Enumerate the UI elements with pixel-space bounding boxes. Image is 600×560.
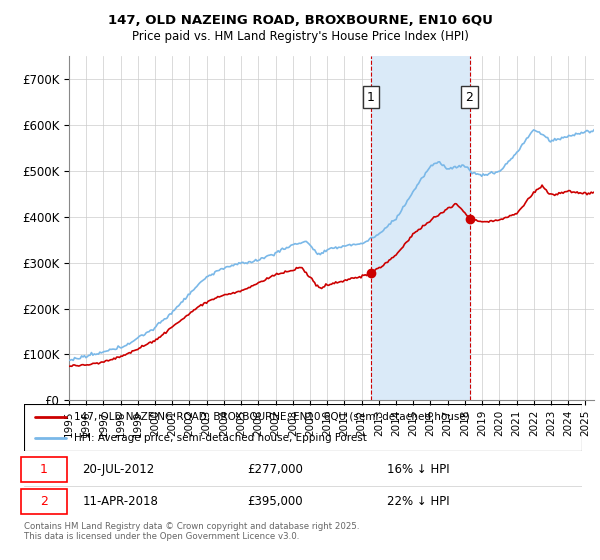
- Bar: [371, 56, 470, 400]
- Text: 1: 1: [40, 463, 48, 476]
- Text: 20-JUL-2012: 20-JUL-2012: [83, 463, 155, 476]
- Text: Contains HM Land Registry data © Crown copyright and database right 2025.
This d: Contains HM Land Registry data © Crown c…: [24, 522, 359, 542]
- Text: 147, OLD NAZEING ROAD, BROXBOURNE, EN10 6QU: 147, OLD NAZEING ROAD, BROXBOURNE, EN10 …: [107, 14, 493, 27]
- Text: 22% ↓ HPI: 22% ↓ HPI: [387, 496, 449, 508]
- Text: 1: 1: [367, 91, 375, 104]
- Text: 16% ↓ HPI: 16% ↓ HPI: [387, 463, 449, 476]
- Text: £277,000: £277,000: [247, 463, 303, 476]
- Text: HPI: Average price, semi-detached house, Epping Forest: HPI: Average price, semi-detached house,…: [74, 433, 367, 444]
- Text: Price paid vs. HM Land Registry's House Price Index (HPI): Price paid vs. HM Land Registry's House …: [131, 30, 469, 43]
- Text: 2: 2: [466, 91, 473, 104]
- Text: £395,000: £395,000: [247, 496, 303, 508]
- Text: 2: 2: [40, 496, 48, 508]
- FancyBboxPatch shape: [21, 489, 67, 515]
- Text: 11-APR-2018: 11-APR-2018: [83, 496, 158, 508]
- Text: 147, OLD NAZEING ROAD, BROXBOURNE, EN10 6QU (semi-detached house): 147, OLD NAZEING ROAD, BROXBOURNE, EN10 …: [74, 412, 470, 422]
- FancyBboxPatch shape: [21, 457, 67, 482]
